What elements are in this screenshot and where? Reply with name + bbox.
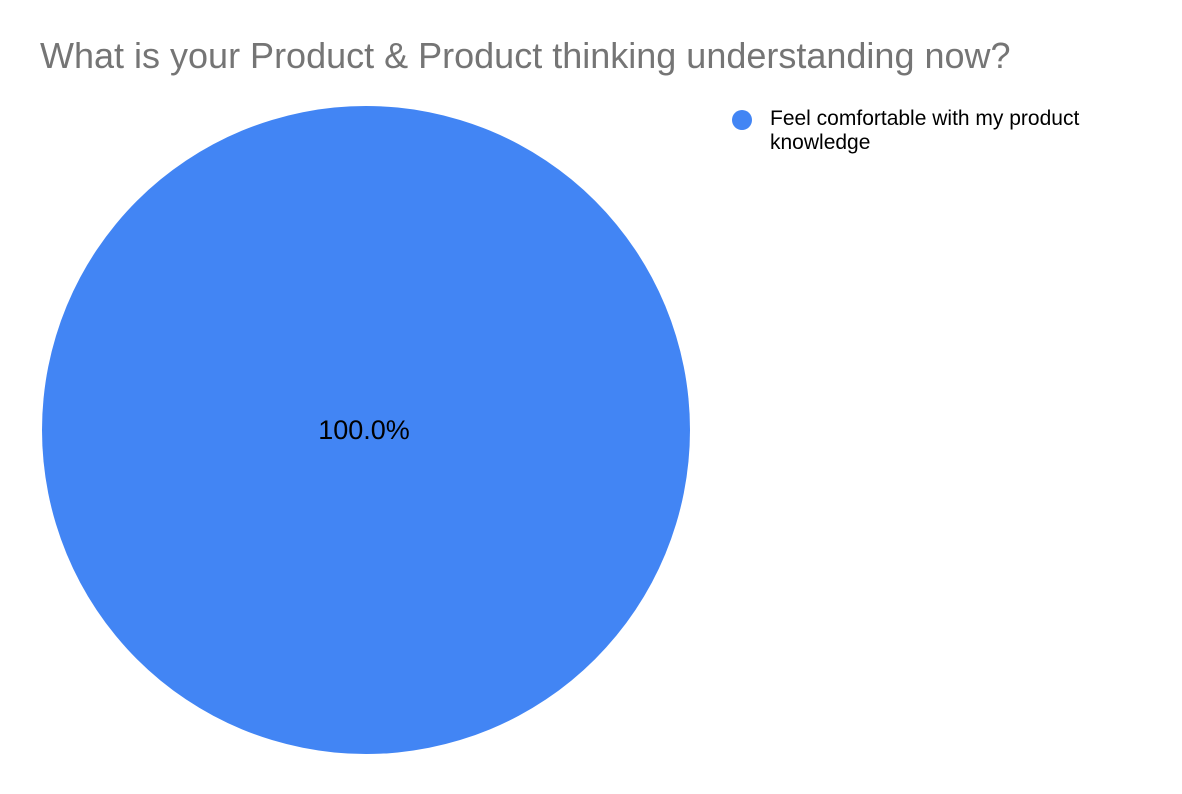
legend-color-dot-icon <box>732 110 752 130</box>
pie-percentage-label: 100.0% <box>318 414 410 445</box>
legend-item-label: Feel comfortable with my product knowled… <box>770 107 1080 154</box>
pie-slice-feel-comfortable: 100.0% <box>42 106 690 754</box>
legend: Feel comfortable with my product knowled… <box>732 107 1135 155</box>
chart-title: What is your Product & Product thinking … <box>40 35 1011 76</box>
